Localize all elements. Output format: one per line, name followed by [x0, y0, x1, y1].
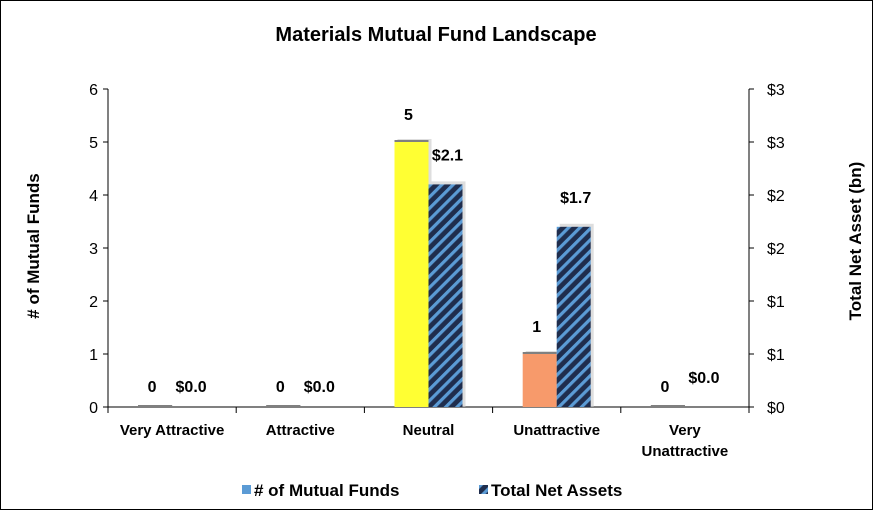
y-tick-label: 1	[89, 347, 98, 364]
y2-tick-label: $0	[767, 400, 785, 417]
x-category-label: Very Unattractive	[642, 422, 729, 460]
bar-funds	[394, 142, 429, 407]
x-category-label: Unattractive	[513, 422, 600, 439]
data-label-assets: $0.0	[688, 370, 719, 387]
data-label-funds: 5	[404, 107, 413, 124]
y2-tick-label: $3	[767, 135, 785, 152]
chart-title: Materials Mutual Fund Landscape	[275, 24, 596, 46]
y-tick-label: 5	[89, 135, 98, 152]
data-label-assets: $1.7	[560, 190, 591, 207]
x-category-label: Very Attractive	[120, 422, 225, 439]
data-label-assets: $0.0	[176, 379, 207, 396]
plot-area: 0 1 2 3 4 5 6 $0 $1 $1 $2 $2 $3 $3 Very Attractive 0 $0.…	[89, 82, 785, 460]
data-label-funds: 0	[660, 379, 669, 396]
bar-assets	[556, 226, 591, 407]
y-axis-label: # of Mutual Funds	[24, 173, 43, 318]
x-category-label: Attractive	[266, 422, 335, 439]
legend: # of Mutual Funds Total Net Assets	[242, 481, 622, 500]
y-tick-label: 0	[89, 400, 98, 417]
legend-swatch-funds	[242, 485, 251, 494]
y-tick-label: 2	[89, 294, 98, 311]
y-tick-label: 3	[89, 241, 98, 258]
legend-label-funds: # of Mutual Funds	[254, 481, 399, 500]
data-label-funds: 0	[276, 379, 285, 396]
y-tick-label: 4	[89, 188, 98, 205]
y-tick-label: 6	[89, 82, 98, 99]
legend-label-assets: Total Net Assets	[491, 481, 622, 500]
y2-tick-label: $3	[767, 82, 785, 99]
bar-assets	[428, 184, 463, 407]
y2-tick-label: $2	[767, 188, 785, 205]
data-label-funds: 0	[148, 379, 157, 396]
y2-axis-label: Total Net Asset (bn)	[846, 162, 865, 321]
legend-swatch-assets	[479, 485, 488, 494]
data-label-funds: 1	[532, 319, 541, 336]
x-category-label: Neutral	[403, 422, 455, 439]
data-label-assets: $2.1	[432, 147, 463, 164]
bar-funds	[522, 354, 557, 407]
y2-tick-label: $1	[767, 347, 785, 364]
y2-tick-label: $2	[767, 241, 785, 258]
data-label-assets: $0.0	[304, 379, 335, 396]
y2-tick-label: $1	[767, 294, 785, 311]
